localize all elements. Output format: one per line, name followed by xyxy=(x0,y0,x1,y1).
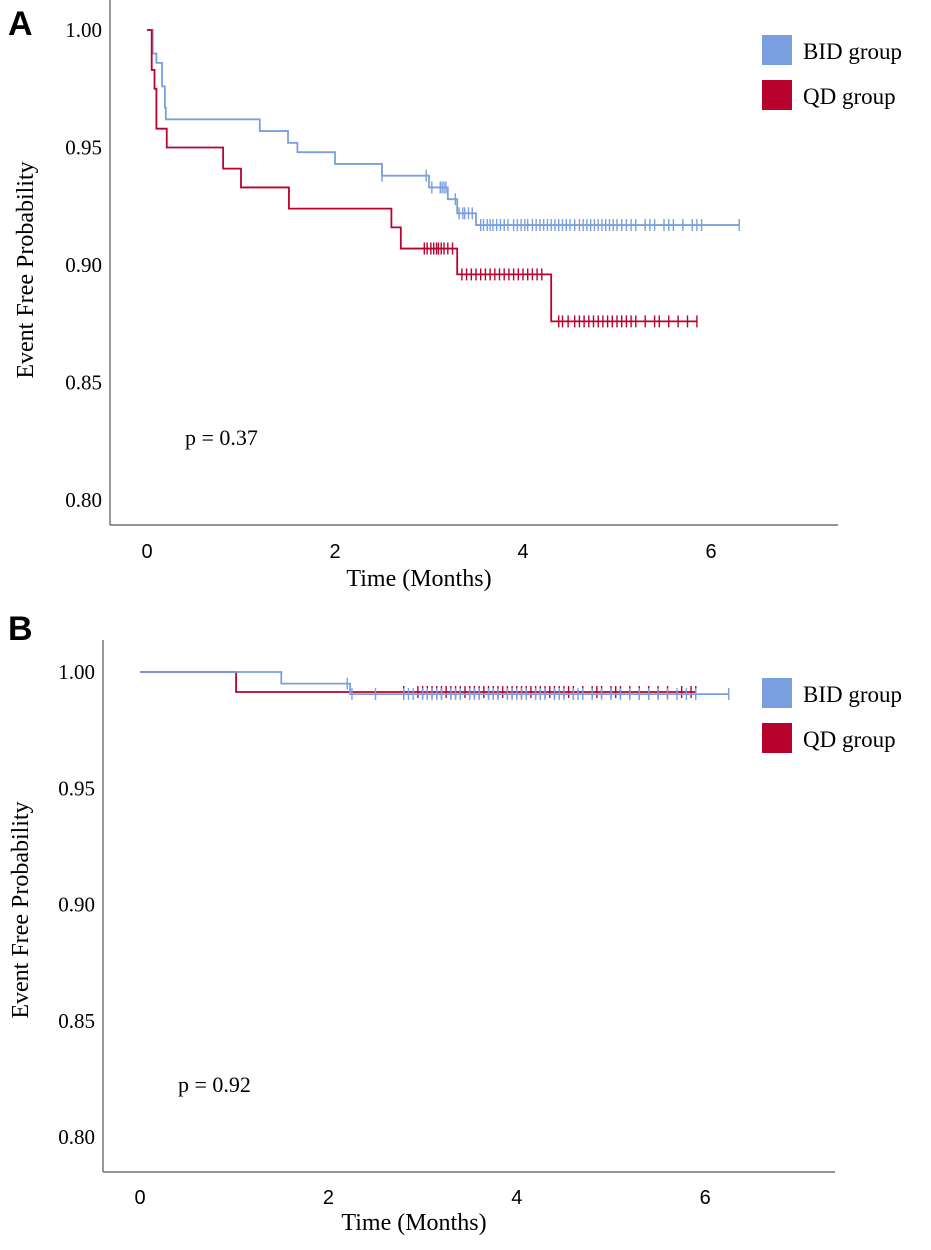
p-value-annotation: p = 0.37 xyxy=(185,425,258,450)
x-tick-label: 6 xyxy=(700,1187,711,1209)
survival-curve xyxy=(147,29,740,226)
panel-label: A xyxy=(8,5,33,43)
legend-label: BID group xyxy=(803,682,902,707)
series-bid-group xyxy=(140,671,730,701)
legend-swatch xyxy=(762,723,792,753)
y-tick-label: 1.00 xyxy=(65,18,102,42)
survival-curve xyxy=(140,671,729,695)
legend-label: BID group xyxy=(803,39,902,64)
y-tick-label: 0.80 xyxy=(58,1125,95,1149)
legend-swatch xyxy=(762,678,792,708)
x-tick-label: 0 xyxy=(141,541,152,563)
x-tick-label: 4 xyxy=(511,1187,522,1209)
panel-B: B 0 2 4 6 1.00 0.95 0.90 0.85 0.80 Time (Months) Ev… xyxy=(8,610,902,1236)
y-tick-label: 1.00 xyxy=(58,660,95,684)
survival-curve xyxy=(147,29,697,323)
series-bid-group xyxy=(147,29,740,232)
y-tick-label: 0.95 xyxy=(58,776,95,800)
y-tick-label: 0.80 xyxy=(65,488,102,512)
x-tick-label: 0 xyxy=(134,1187,145,1209)
x-axis-label: Time (Months) xyxy=(341,1210,486,1236)
y-tick-label: 0.95 xyxy=(65,136,102,160)
y-tick-label: 0.90 xyxy=(58,893,95,917)
panel-A: A 0 2 4 6 1.00 0.95 0.90 0.85 0.80 Time (Months) Ev… xyxy=(8,0,902,592)
x-tick-label: 2 xyxy=(323,1187,334,1209)
series-qd-group xyxy=(147,29,698,328)
y-tick-label: 0.85 xyxy=(65,371,102,395)
y-axis-label: Event Free Probability xyxy=(13,161,39,378)
y-tick-label: 0.85 xyxy=(58,1009,95,1033)
panel-label: B xyxy=(8,610,33,648)
y-axis-label: Event Free Probability xyxy=(8,801,34,1018)
x-tick-label: 2 xyxy=(329,541,340,563)
legend-swatch xyxy=(762,35,792,65)
x-tick-label: 6 xyxy=(705,541,716,563)
legend-swatch xyxy=(762,80,792,110)
legend-label: QD group xyxy=(803,727,896,752)
p-value-annotation: p = 0.92 xyxy=(178,1072,251,1097)
legend-label: QD group xyxy=(803,84,896,109)
y-tick-label: 0.90 xyxy=(65,253,102,277)
x-axis-label: Time (Months) xyxy=(346,566,491,592)
x-tick-label: 4 xyxy=(517,541,528,563)
